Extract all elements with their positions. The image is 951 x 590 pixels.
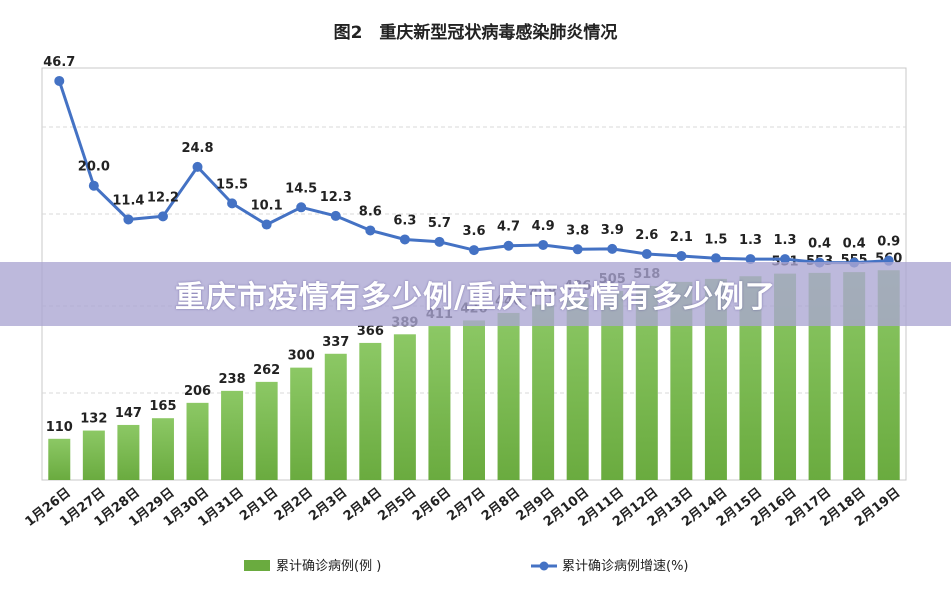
bar-2月13日 xyxy=(670,281,693,480)
growth-point-2月4日 xyxy=(365,225,376,236)
bar-2月10日 xyxy=(566,297,589,480)
growth-label-2月8日: 4.7 xyxy=(497,220,520,235)
growth-point-2月6日 xyxy=(434,236,445,247)
growth-point-1月27日 xyxy=(88,180,99,191)
growth-point-2月2日 xyxy=(296,202,307,213)
bar-1月30日 xyxy=(186,402,209,480)
bar-label-2月2日: 300 xyxy=(288,349,315,364)
bar-label-2月3日: 337 xyxy=(322,335,349,350)
bar-1月28日 xyxy=(117,424,140,480)
growth-label-2月19日: 0.9 xyxy=(877,235,900,250)
growth-label-1月27日: 20.0 xyxy=(78,160,110,175)
bar-2月6日 xyxy=(428,326,451,480)
chart-title: 图2 重庆新型冠状病毒感染肺炎情况 xyxy=(333,23,618,43)
bar-label-1月31日: 238 xyxy=(219,372,246,387)
bar-2月11日 xyxy=(601,290,624,480)
growth-label-1月29日: 12.2 xyxy=(147,190,179,205)
growth-label-2月12日: 2.6 xyxy=(635,228,658,243)
growth-point-2月11日 xyxy=(607,243,618,254)
growth-label-2月2日: 14.5 xyxy=(285,181,317,196)
growth-label-2月16日: 1.3 xyxy=(774,233,797,248)
x-tick-2月1日: 2月1日 xyxy=(237,485,281,524)
growth-point-2月12日 xyxy=(641,248,652,259)
growth-point-2月14日 xyxy=(710,253,721,264)
growth-label-2月1日: 10.1 xyxy=(251,199,283,214)
bar-2月5日 xyxy=(393,334,416,480)
bar-2月8日 xyxy=(497,312,520,480)
x-tick-2月2日: 2月2日 xyxy=(272,485,316,524)
growth-label-1月30日: 24.8 xyxy=(181,141,213,156)
growth-label-1月28日: 11.4 xyxy=(112,193,144,208)
x-tick-2月8日: 2月8日 xyxy=(479,485,523,524)
bar-2月14日 xyxy=(704,278,727,480)
growth-point-1月31日 xyxy=(227,198,238,209)
bar-label-2月4日: 366 xyxy=(357,324,384,339)
growth-point-2月3日 xyxy=(330,210,341,221)
growth-point-1月26日 xyxy=(54,75,65,86)
bar-label-1月28日: 147 xyxy=(115,406,142,421)
growth-label-2月11日: 3.9 xyxy=(601,223,624,238)
growth-label-2月13日: 2.1 xyxy=(670,230,693,245)
bar-label-1月30日: 206 xyxy=(184,384,211,399)
growth-point-2月13日 xyxy=(676,250,687,261)
x-tick-2月4日: 2月4日 xyxy=(341,485,385,524)
bar-2月4日 xyxy=(359,342,382,480)
growth-label-1月26日: 46.7 xyxy=(43,55,75,70)
bar-2月3日 xyxy=(324,353,347,480)
bar-1月26日 xyxy=(48,438,71,480)
growth-point-2月9日 xyxy=(538,239,549,250)
growth-label-2月7日: 3.6 xyxy=(462,224,485,239)
growth-point-2月1日 xyxy=(261,219,272,230)
bar-1月27日 xyxy=(82,430,105,480)
legend-bar-swatch xyxy=(244,560,270,571)
growth-label-2月9日: 4.9 xyxy=(532,219,555,234)
growth-point-2月5日 xyxy=(399,234,410,245)
growth-label-2月5日: 6.3 xyxy=(393,213,416,228)
bar-2月9日 xyxy=(532,304,555,480)
bar-2月7日 xyxy=(463,320,485,480)
growth-label-2月18日: 0.4 xyxy=(843,237,866,252)
legend-line-marker xyxy=(539,561,549,571)
legend-bar-label: 累计确诊病例(例 ) xyxy=(276,559,381,574)
bar-2月2日 xyxy=(290,367,313,480)
growth-label-2月3日: 12.3 xyxy=(320,190,352,205)
bar-label-1月26日: 110 xyxy=(46,420,73,435)
bar-1月31日 xyxy=(221,390,244,480)
growth-point-1月29日 xyxy=(157,211,168,222)
x-tick-2月5日: 2月5日 xyxy=(375,485,419,524)
growth-point-1月28日 xyxy=(123,214,134,225)
growth-label-2月4日: 8.6 xyxy=(359,204,382,219)
growth-point-2月10日 xyxy=(572,244,583,255)
banner-text: 重庆市疫情有多少例/重庆市疫情有多少例了 xyxy=(175,280,776,315)
growth-point-2月16日 xyxy=(780,254,791,265)
bar-2月15日 xyxy=(739,276,762,480)
bar-label-1月27日: 132 xyxy=(80,412,107,427)
growth-label-2月17日: 0.4 xyxy=(808,237,831,252)
growth-point-1月30日 xyxy=(192,161,203,172)
growth-label-2月6日: 5.7 xyxy=(428,216,451,231)
growth-label-2月15日: 1.3 xyxy=(739,233,762,248)
bar-label-2月1日: 262 xyxy=(253,363,280,378)
x-tick-2月7日: 2月7日 xyxy=(444,485,488,524)
legend-line-label: 累计确诊病例增速(%) xyxy=(562,559,689,574)
growth-point-2月7日 xyxy=(469,245,479,256)
bar-label-1月29日: 165 xyxy=(149,399,176,414)
growth-label-2月10日: 3.8 xyxy=(566,223,589,238)
bar-2月12日 xyxy=(635,285,658,480)
bar-1月29日 xyxy=(151,418,174,480)
x-tick-2月6日: 2月6日 xyxy=(410,485,454,524)
growth-label-2月14日: 1.5 xyxy=(704,232,727,247)
growth-point-2月15日 xyxy=(745,254,756,265)
growth-label-1月31日: 15.5 xyxy=(216,177,248,192)
x-tick-2月3日: 2月3日 xyxy=(306,485,350,524)
growth-point-2月8日 xyxy=(503,240,514,251)
overlay-banner: 重庆市疫情有多少例/重庆市疫情有多少例了 xyxy=(0,262,951,326)
bar-2月1日 xyxy=(255,381,278,480)
